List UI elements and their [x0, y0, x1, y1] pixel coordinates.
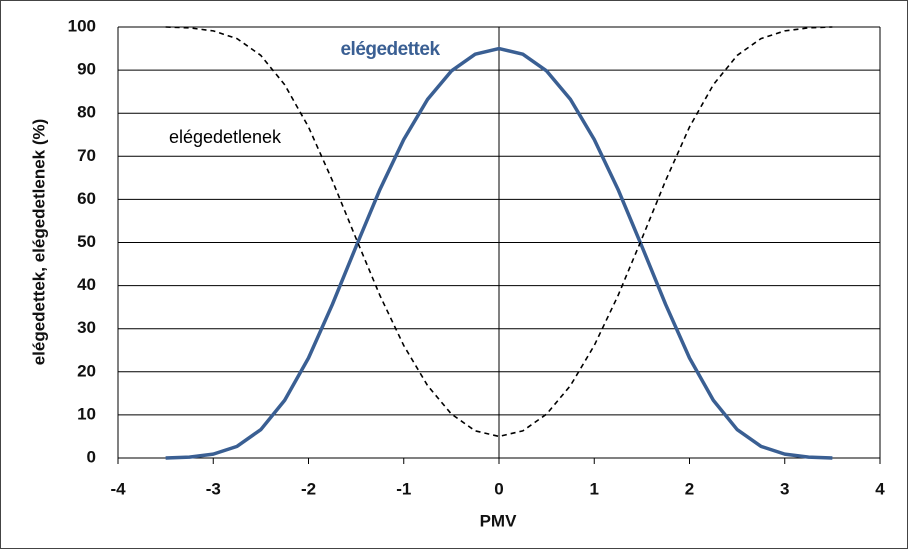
series-label: elégedetlenek — [169, 127, 282, 147]
y-tick-label: 10 — [77, 404, 96, 423]
y-axis-label: elégedettek, elégedetlenek (%) — [29, 119, 48, 366]
y-tick-label: 100 — [68, 16, 96, 35]
y-tick-label: 40 — [77, 275, 96, 294]
x-tick-label: -2 — [301, 479, 316, 498]
x-tick-label: 0 — [494, 479, 503, 498]
y-tick-label: 20 — [77, 361, 96, 380]
series-line — [165, 46, 833, 460]
x-tick-label: 3 — [780, 479, 789, 498]
x-tick-label: 1 — [590, 479, 599, 498]
y-tick-label: 30 — [77, 318, 96, 337]
x-tick-label: 2 — [685, 479, 694, 498]
x-axis-label: PMV — [480, 511, 518, 530]
y-tick-label: 60 — [77, 189, 96, 208]
series-line — [165, 26, 833, 438]
x-tick-label: -3 — [206, 479, 221, 498]
y-tick-label: 90 — [77, 60, 96, 79]
series-label: elégedettek — [340, 39, 440, 60]
y-tick-label: 70 — [77, 146, 96, 165]
x-tick-label: 4 — [875, 479, 885, 498]
y-tick-label: 0 — [87, 447, 96, 466]
y-tick-label: 50 — [77, 232, 96, 251]
x-tick-label: -1 — [396, 479, 411, 498]
x-tick-label: -4 — [110, 479, 126, 498]
y-tick-label: 80 — [77, 103, 96, 122]
